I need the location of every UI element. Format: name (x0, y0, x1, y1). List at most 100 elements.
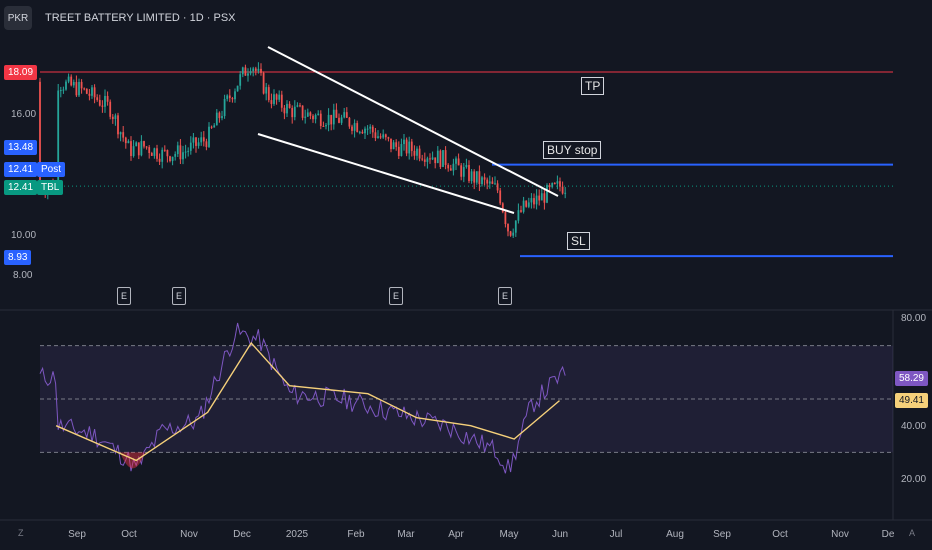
tp-annotation[interactable]: TP (581, 77, 605, 95)
candle-body (184, 151, 187, 153)
candle-body (345, 112, 348, 118)
candle-body (410, 141, 413, 151)
candle-body (280, 94, 283, 108)
candle-body (270, 100, 273, 104)
candle-body (452, 163, 455, 171)
candle-body (104, 95, 106, 107)
buy-stop-price-tag: 13.48 (4, 140, 38, 155)
candle-body (299, 105, 301, 107)
candle-body (405, 139, 408, 154)
candle-body (483, 177, 486, 180)
candle-body (236, 85, 239, 92)
candle-body (507, 224, 509, 232)
earnings-marker[interactable]: E (389, 287, 403, 305)
candle-body (517, 210, 520, 221)
candle-body (525, 200, 528, 207)
candle-body (153, 148, 156, 156)
earnings-marker[interactable]: E (172, 287, 186, 305)
candle-body (491, 181, 494, 184)
candle-body (314, 114, 317, 120)
candle-body (109, 101, 112, 117)
candle-body (522, 200, 525, 212)
candle-body (67, 76, 70, 82)
time-axis-label: Apr (448, 529, 464, 540)
tp-price-tag: 18.09 (4, 65, 38, 80)
candle-body (309, 112, 312, 116)
candle-body (442, 150, 444, 167)
candle-body (564, 192, 567, 194)
candle-body (353, 123, 356, 131)
candle-body (540, 193, 543, 201)
candle-body (538, 195, 541, 201)
earnings-marker[interactable]: E (498, 287, 512, 305)
candle-body (475, 171, 478, 183)
time-axis-label: Sep (68, 529, 86, 540)
candle-body (423, 159, 426, 162)
rsi-ma-value-tag: 49.41 (894, 393, 928, 408)
earnings-marker[interactable]: E (117, 287, 131, 305)
buy-stop-annotation[interactable]: BUY stop (543, 141, 602, 159)
rsi-value-tag: 58.29 (894, 371, 928, 386)
time-axis-label: Jul (609, 529, 623, 540)
candle-body (478, 171, 481, 185)
candle-body (275, 94, 278, 100)
currency-badge[interactable]: PKR (4, 6, 32, 30)
candle-body (335, 109, 338, 118)
candle-body (101, 105, 104, 107)
candle-body (288, 103, 291, 109)
candle-body (504, 212, 507, 225)
candle-body (332, 109, 335, 125)
candle-body (408, 141, 411, 154)
candle-body (304, 116, 307, 118)
candle-body (551, 183, 554, 188)
candle-body (98, 99, 101, 106)
candle-body (403, 139, 405, 145)
candle-body (470, 171, 473, 182)
candle-body (462, 167, 465, 177)
candle-body (239, 74, 242, 86)
candle-body (257, 68, 260, 71)
candle-body (65, 81, 67, 90)
candle-body (130, 141, 132, 156)
sl-annotation[interactable]: SL (567, 232, 590, 250)
time-axis-label: Oct (772, 529, 788, 540)
candle-body (379, 136, 382, 138)
candle-body (78, 81, 80, 96)
timezone-icon[interactable]: Z (18, 528, 24, 538)
candle-body (319, 113, 322, 126)
candle-body (111, 116, 114, 120)
candle-body (561, 186, 564, 194)
wedge-lower-line (257, 133, 515, 214)
candle-body (80, 81, 83, 89)
candle-body (447, 164, 450, 169)
candle-body (182, 152, 184, 160)
candle-body (278, 94, 281, 100)
candle-body (421, 158, 424, 160)
candle-body (343, 112, 346, 118)
candle-body (512, 232, 515, 236)
candle-body (122, 132, 125, 138)
candle-body (530, 198, 533, 203)
auto-scale-icon[interactable]: A (909, 528, 916, 538)
candle-body (338, 117, 340, 123)
candle-body (520, 210, 522, 212)
time-axis-label: Jun (551, 529, 569, 540)
candle-body (226, 95, 229, 99)
candle-body (93, 87, 96, 98)
candle-body (163, 149, 166, 151)
candle-body (83, 88, 86, 90)
candle-body (119, 132, 122, 135)
candle-body (413, 150, 416, 156)
candle-body (166, 150, 169, 157)
price-tick-10: 10.00 (11, 230, 37, 241)
candle-body (137, 142, 140, 156)
candle-body (296, 105, 299, 107)
candle-body (179, 145, 182, 160)
candle-body (444, 150, 447, 165)
time-axis-label: Aug (666, 529, 684, 540)
candle-body (400, 144, 403, 156)
candle-body (293, 106, 296, 118)
candle-body (187, 150, 190, 152)
candle-body (322, 125, 325, 127)
